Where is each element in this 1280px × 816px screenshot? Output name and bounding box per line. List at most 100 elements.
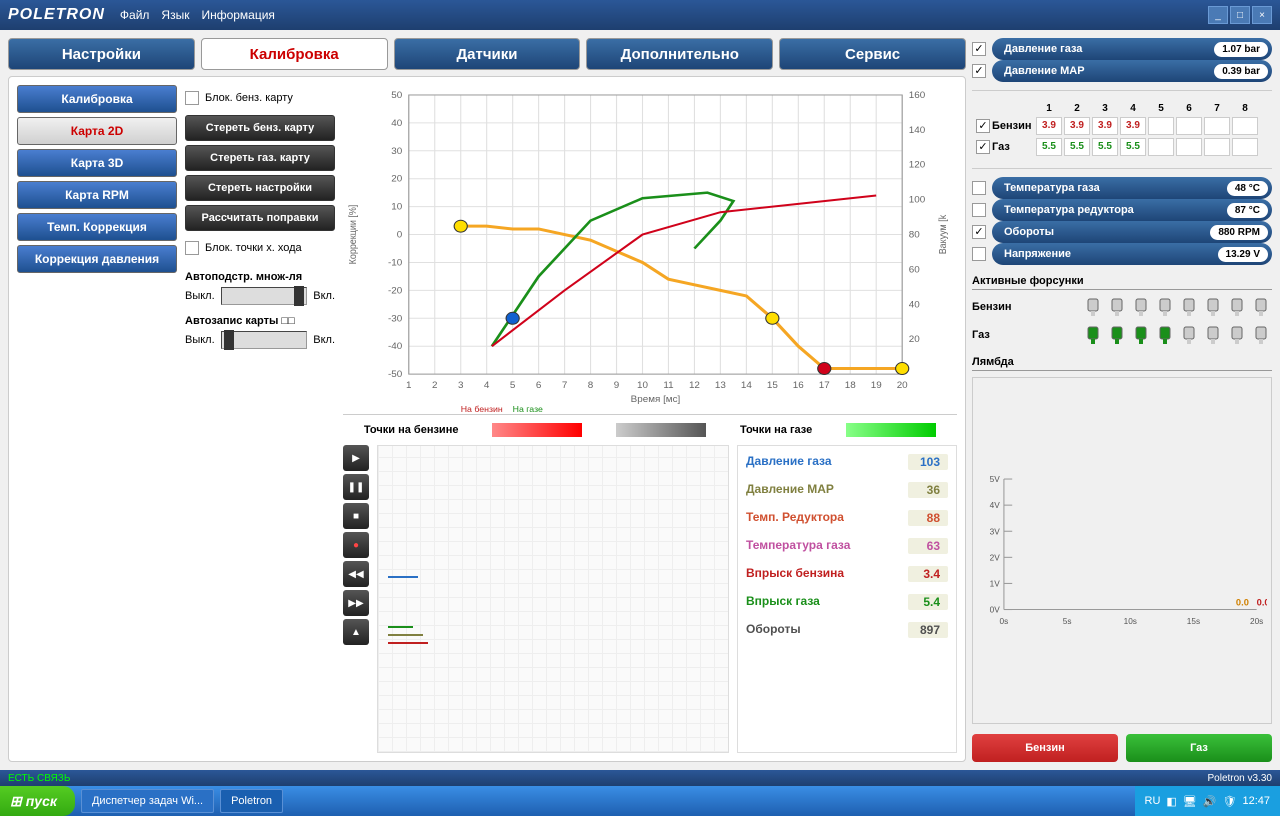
lambda-chart: 5V4V3V2V1V0V0s5s10s15s20s0.00.0	[972, 377, 1272, 724]
sensor-row: Напряжение13.29 V	[972, 243, 1272, 265]
right-panel: ✓Давление газа1.07 bar✓Давление МАР0.39 …	[972, 38, 1272, 762]
svg-text:8: 8	[588, 380, 593, 390]
svg-text:10: 10	[391, 201, 402, 211]
tab-Калибровка[interactable]: Калибровка	[201, 38, 388, 70]
sensor-checkbox[interactable]: ✓	[972, 225, 986, 239]
minimize-button[interactable]: _	[1208, 6, 1228, 24]
tab-Сервис[interactable]: Сервис	[779, 38, 966, 70]
svg-text:20: 20	[391, 173, 402, 183]
inj-checkbox[interactable]: ✓	[976, 119, 990, 133]
neutral-gradient	[616, 423, 706, 437]
sensor-checkbox[interactable]	[972, 181, 986, 195]
tray-icon[interactable]: 🔊	[1203, 795, 1217, 808]
autotune-label: Автоподстр. множ-ля	[185, 271, 335, 283]
main-tabs: НастройкиКалибровкаДатчикиДополнительноС…	[8, 38, 966, 70]
connection-status: ЕСТЬ СВЯЗЬ	[8, 773, 70, 784]
reading-row: Темп. Редуктора88	[746, 510, 948, 526]
injector-icon[interactable]	[1106, 324, 1128, 346]
start-button[interactable]: ⊞пуск	[0, 786, 75, 816]
svg-text:50: 50	[391, 89, 402, 99]
sidebar: Калибровка Карта 2D Карта 3D Карта RPM Темп.…	[17, 85, 177, 753]
reading-row: Впрыск бензина3.4	[746, 566, 948, 582]
inj-checkbox[interactable]: ✓	[976, 140, 990, 154]
injector-icon[interactable]	[1082, 296, 1104, 318]
taskbar-task-1[interactable]: Диспетчер задач Wi...	[81, 789, 214, 813]
svg-text:100: 100	[909, 194, 925, 204]
autotune-slider[interactable]	[221, 287, 308, 305]
options-column: Блок. бенз. карту Стереть бенз. карту Ст…	[185, 85, 335, 753]
system-tray: RU ◧ 🖥 🔊 🛡 12:47	[1135, 786, 1280, 816]
tray-icon[interactable]: 🛡	[1223, 795, 1237, 808]
sidebar-Темп. Коррекция[interactable]: Темп. Коррекция	[17, 213, 177, 241]
menu-file[interactable]: Файл	[120, 8, 150, 22]
injector-icon[interactable]	[1130, 296, 1152, 318]
injector-icon[interactable]	[1226, 296, 1248, 318]
sidebar-Карта 3D[interactable]: Карта 3D	[17, 149, 177, 177]
pause-button[interactable]: ❚❚	[343, 474, 369, 500]
injector-icon[interactable]	[1202, 324, 1224, 346]
injection-table: 12345678 ✓Бензин3.93.93.93.9✓Газ5.55.55.…	[972, 99, 1272, 160]
block-petrol-map-checkbox[interactable]	[185, 91, 199, 105]
injector-icon[interactable]	[1178, 324, 1200, 346]
svg-text:0.0: 0.0	[1236, 597, 1249, 607]
svg-text:2: 2	[432, 380, 437, 390]
injector-icon[interactable]	[1250, 324, 1272, 346]
tab-Настройки[interactable]: Настройки	[8, 38, 195, 70]
svg-text:120: 120	[909, 159, 925, 169]
injector-icon[interactable]	[1226, 324, 1248, 346]
gas-gradient	[846, 423, 936, 437]
injector-icon[interactable]	[1202, 296, 1224, 318]
block-idle-points-checkbox[interactable]	[185, 241, 199, 255]
forward-button[interactable]: ▶▶	[343, 590, 369, 616]
injector-icon[interactable]	[1106, 296, 1128, 318]
petrol-button[interactable]: Бензин	[972, 734, 1118, 762]
maximize-button[interactable]: □	[1230, 6, 1250, 24]
stop-button[interactable]: ■	[343, 503, 369, 529]
menu-info[interactable]: Информация	[201, 8, 274, 22]
svg-text:5s: 5s	[1063, 617, 1072, 626]
close-button[interactable]: ×	[1252, 6, 1272, 24]
autorecord-label: Автозапис карты □□	[185, 315, 335, 327]
lang-indicator[interactable]: RU	[1145, 795, 1161, 807]
injector-icon[interactable]	[1130, 324, 1152, 346]
svg-text:60: 60	[909, 264, 920, 274]
sensor-checkbox[interactable]	[972, 203, 986, 217]
taskbar: ⊞пуск Диспетчер задач Wi... Poletron RU …	[0, 786, 1280, 816]
taskbar-task-2[interactable]: Poletron	[220, 789, 283, 813]
svg-text:140: 140	[909, 124, 925, 134]
injector-icon[interactable]	[1250, 296, 1272, 318]
svg-text:16: 16	[793, 380, 804, 390]
gas-button[interactable]: Газ	[1126, 734, 1272, 762]
svg-text:13: 13	[715, 380, 726, 390]
erase-gas-map-button[interactable]: Стереть газ. карту	[185, 145, 335, 171]
injector-icon[interactable]	[1154, 296, 1176, 318]
sidebar-Карта 2D[interactable]: Карта 2D	[17, 117, 177, 145]
record-button[interactable]: ●	[343, 532, 369, 558]
svg-text:-50: -50	[388, 369, 402, 379]
injector-icon[interactable]	[1082, 324, 1104, 346]
sidebar-Калибровка[interactable]: Калибровка	[17, 85, 177, 113]
sensor-row: Температура газа48 °C	[972, 177, 1272, 199]
tray-icon[interactable]: 🖥	[1183, 795, 1197, 808]
app-logo: POLETRON	[8, 6, 105, 24]
injector-icon[interactable]	[1178, 296, 1200, 318]
autorecord-slider[interactable]	[221, 331, 308, 349]
sensor-checkbox[interactable]: ✓	[972, 42, 986, 56]
tray-icon[interactable]: ◧	[1166, 795, 1176, 808]
menu-lang[interactable]: Язык	[161, 8, 189, 22]
erase-petrol-map-button[interactable]: Стереть бенз. карту	[185, 115, 335, 141]
sidebar-Карта RPM[interactable]: Карта RPM	[17, 181, 177, 209]
erase-settings-button[interactable]: Стереть настройки	[185, 175, 335, 201]
sensor-checkbox[interactable]	[972, 247, 986, 261]
injector-icon[interactable]	[1154, 324, 1176, 346]
sidebar-Коррекция давления[interactable]: Коррекция давления	[17, 245, 177, 273]
calculate-corrections-button[interactable]: Рассчитать поправки	[185, 205, 335, 231]
sensor-checkbox[interactable]: ✓	[972, 64, 986, 78]
eject-button[interactable]: ▲	[343, 619, 369, 645]
svg-text:80: 80	[909, 229, 920, 239]
tab-Датчики[interactable]: Датчики	[394, 38, 581, 70]
tab-Дополнительно[interactable]: Дополнительно	[586, 38, 773, 70]
rewind-button[interactable]: ◀◀	[343, 561, 369, 587]
play-button[interactable]: ▶	[343, 445, 369, 471]
svg-text:-40: -40	[388, 341, 402, 351]
